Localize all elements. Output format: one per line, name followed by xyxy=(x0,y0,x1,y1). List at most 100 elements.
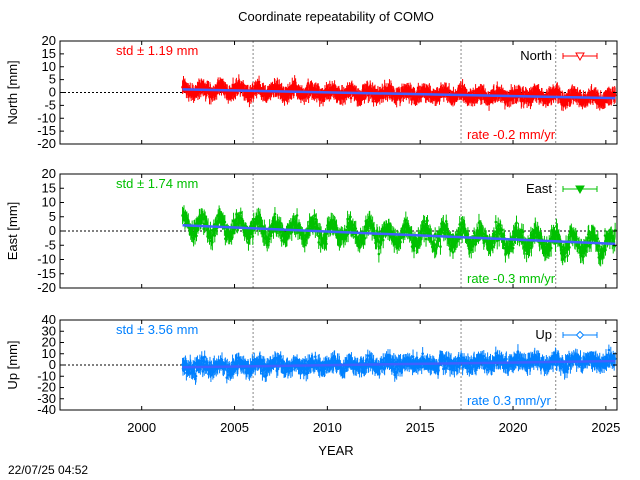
data-point xyxy=(568,246,571,249)
data-point xyxy=(264,374,268,377)
chart-title: Coordinate repeatability of COMO xyxy=(238,9,434,24)
data-point xyxy=(500,228,504,232)
y-tick-label: 15 xyxy=(42,46,56,61)
y-axis-label: North [mm] xyxy=(5,60,20,124)
data-point xyxy=(411,355,415,359)
data-point xyxy=(251,235,255,238)
data-point xyxy=(442,221,445,225)
data-point xyxy=(566,254,569,257)
data-point xyxy=(354,227,358,230)
data-point xyxy=(563,255,567,259)
y-tick-label: -20 xyxy=(37,136,56,151)
data-point xyxy=(460,233,464,236)
data-point xyxy=(325,242,328,246)
data-point xyxy=(421,352,424,355)
data-point xyxy=(381,238,385,242)
data-point xyxy=(482,354,486,358)
y-tick-label: 0 xyxy=(49,223,56,238)
data-point xyxy=(485,368,489,372)
data-point xyxy=(451,250,455,254)
data-point xyxy=(267,237,271,241)
data-point xyxy=(280,239,283,242)
y-tick-label: -5 xyxy=(44,97,56,112)
data-point xyxy=(453,368,456,372)
legend-marker xyxy=(575,185,585,195)
y-tick-label: 5 xyxy=(49,209,56,224)
y-tick-label: -5 xyxy=(44,237,56,252)
data-point xyxy=(209,229,212,232)
data-point xyxy=(379,243,383,247)
data-point xyxy=(366,354,370,357)
trend-line xyxy=(182,224,616,246)
data-point xyxy=(460,356,464,359)
y-tick-label: -10 xyxy=(37,252,56,267)
data-point xyxy=(405,364,409,368)
data-point xyxy=(423,219,426,223)
y-tick-label: -15 xyxy=(37,266,56,281)
data-point xyxy=(412,249,416,252)
data-point xyxy=(363,97,366,100)
data-point xyxy=(439,245,442,248)
north-series xyxy=(181,74,617,112)
y-axis-label: East [mm] xyxy=(5,202,20,261)
data-point xyxy=(613,93,617,97)
std-label: std ± 1.74 mm xyxy=(116,176,198,191)
data-point xyxy=(426,219,429,222)
data-point xyxy=(435,246,438,249)
data-point xyxy=(303,243,307,247)
data-point xyxy=(515,221,518,225)
y-tick-label: 0 xyxy=(49,85,56,100)
data-point xyxy=(472,356,476,360)
data-point xyxy=(424,237,428,241)
data-point xyxy=(377,252,381,256)
data-point xyxy=(314,355,317,358)
data-point xyxy=(612,237,616,241)
data-point xyxy=(528,244,532,247)
y-tick-label: 20 xyxy=(42,166,56,181)
data-point xyxy=(346,217,349,221)
legend-label: East xyxy=(526,181,552,196)
data-point xyxy=(369,219,373,223)
data-point xyxy=(239,211,243,215)
data-point xyxy=(295,214,299,217)
data-point xyxy=(281,360,285,363)
rate-label: rate -0.2 mm/yr xyxy=(467,127,556,142)
data-point xyxy=(494,220,498,224)
data-point xyxy=(372,99,375,103)
y-tick-label: 10 xyxy=(42,59,56,74)
data-point xyxy=(511,246,515,250)
east-series xyxy=(181,205,617,267)
legend-label: North xyxy=(520,48,552,63)
data-point xyxy=(447,89,451,93)
data-point xyxy=(194,374,198,378)
y-tick-label: -20 xyxy=(37,280,56,295)
data-point xyxy=(235,213,238,216)
data-point xyxy=(366,227,370,230)
data-point xyxy=(208,361,212,365)
data-point xyxy=(203,355,206,359)
data-point xyxy=(582,255,585,258)
data-point xyxy=(521,90,525,93)
up-series xyxy=(181,344,617,385)
legend-marker xyxy=(575,52,585,62)
data-point xyxy=(223,220,227,224)
y-tick-label: 15 xyxy=(42,180,56,195)
y-tick-label: 20 xyxy=(42,33,56,48)
data-point xyxy=(521,230,525,234)
data-point xyxy=(343,369,347,373)
data-point xyxy=(469,248,473,252)
data-point xyxy=(596,237,600,240)
data-point xyxy=(467,238,470,242)
y-tick-label: -15 xyxy=(37,123,56,138)
data-point xyxy=(252,217,256,221)
data-point xyxy=(213,234,217,237)
data-point xyxy=(323,367,327,371)
std-label: std ± 1.19 mm xyxy=(116,43,198,58)
data-point xyxy=(273,212,277,216)
data-point xyxy=(248,98,251,101)
data-point xyxy=(349,215,352,219)
